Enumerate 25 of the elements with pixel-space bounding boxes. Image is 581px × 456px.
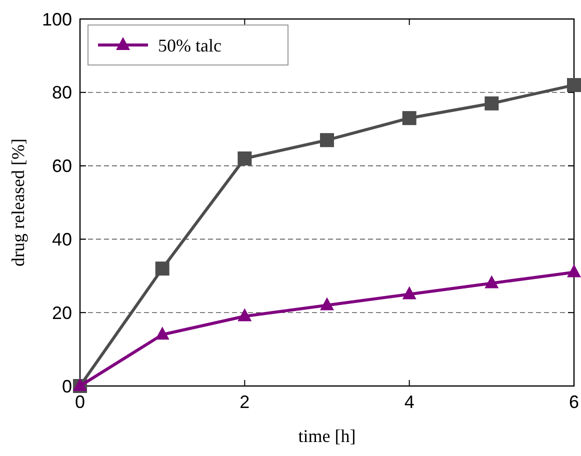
x-tick-label: 4 — [404, 392, 414, 412]
point — [484, 96, 499, 110]
point — [320, 133, 334, 148]
point — [402, 111, 416, 126]
y-tick-label: 0 — [62, 376, 72, 396]
y-tick-label: 60 — [52, 156, 72, 176]
point — [238, 151, 252, 166]
x-tick-label: 0 — [74, 392, 86, 412]
point — [402, 286, 416, 300]
legend-label: 50% talc — [158, 35, 222, 56]
point — [484, 275, 499, 288]
y-tick-label: 40 — [52, 230, 72, 250]
x-axis-title: time [h] — [298, 426, 356, 446]
point — [155, 262, 170, 276]
y-tick-label: 80 — [52, 82, 72, 103]
x-tick-label: 6 — [568, 392, 580, 412]
y-tick-label: 100 — [42, 9, 72, 30]
point — [320, 297, 334, 310]
point — [567, 78, 581, 92]
x-tick-label: 2 — [240, 392, 250, 412]
point — [155, 326, 170, 340]
point — [567, 264, 581, 278]
y-axis-title: drug released [%] — [8, 138, 28, 266]
y-tick-label: 20 — [52, 302, 72, 323]
point — [238, 308, 252, 322]
